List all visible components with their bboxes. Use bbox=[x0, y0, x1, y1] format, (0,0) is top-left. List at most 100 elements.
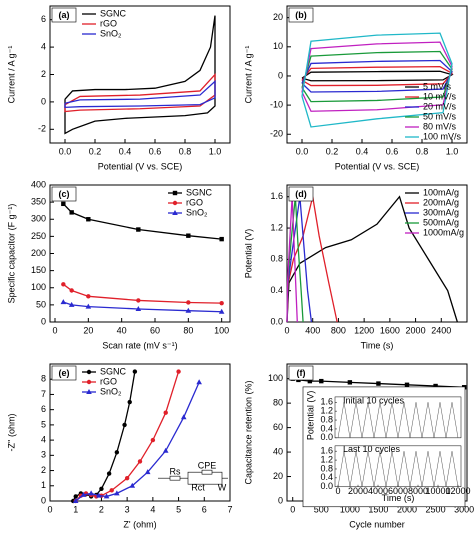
series-line bbox=[301, 65, 454, 87]
x-tick-label: 0 bbox=[290, 504, 295, 514]
inset-x-tick-label: 6000 bbox=[388, 486, 408, 496]
marker bbox=[61, 201, 66, 207]
inset-x-tick-label: 4000 bbox=[368, 486, 388, 496]
y-tick-label: 0.0 bbox=[270, 316, 283, 326]
y-tick-label: 0 bbox=[278, 70, 283, 80]
x-tick-label: 2000 bbox=[406, 325, 426, 335]
legend-label: 80 mV/s bbox=[423, 121, 457, 131]
panel-label: (f) bbox=[297, 368, 306, 378]
marker bbox=[114, 490, 120, 496]
marker bbox=[85, 303, 92, 309]
legend-label: rGO bbox=[100, 18, 117, 28]
x-tick-label: 2000 bbox=[397, 504, 417, 514]
y-tick-label: -2 bbox=[38, 124, 46, 134]
inset-y-label: Potential (V) bbox=[305, 391, 315, 441]
x-tick-label: 1000 bbox=[340, 504, 360, 514]
y-tick-label: 1 bbox=[41, 480, 46, 490]
y-tick-label: 60 bbox=[273, 422, 283, 432]
legend-label: 20 mV/s bbox=[423, 101, 457, 111]
marker bbox=[376, 381, 381, 386]
inset-x-tick-label: 0 bbox=[335, 486, 340, 496]
inset-y-tick-label: 0.8 bbox=[320, 414, 333, 424]
x-tick-label: 0.8 bbox=[179, 146, 192, 156]
x-tick-label: 2400 bbox=[431, 325, 451, 335]
x-tick-label: 0.2 bbox=[89, 146, 102, 156]
circuit-label: W bbox=[218, 483, 227, 493]
y-tick-label: 4 bbox=[41, 41, 46, 51]
y-tick-label: 3 bbox=[41, 450, 46, 460]
inset-y-tick-label: 1.6 bbox=[320, 397, 333, 407]
series-line bbox=[301, 70, 454, 82]
resistor bbox=[169, 475, 181, 481]
y-tick-label: 1.6 bbox=[270, 191, 283, 201]
x-tick-label: 6 bbox=[202, 504, 207, 514]
series-line bbox=[64, 79, 216, 109]
marker bbox=[69, 210, 74, 215]
x-tick-label: 4 bbox=[150, 504, 155, 514]
y-tick-label: 2 bbox=[41, 69, 46, 79]
marker bbox=[109, 488, 114, 493]
inset-x-tick-label: 10000 bbox=[425, 486, 450, 496]
inset-y-tick-label: 0.4 bbox=[320, 423, 333, 433]
marker bbox=[86, 389, 92, 394]
y-axis-label: -Z'' (ohm) bbox=[6, 414, 16, 452]
y-tick-label: 0.4 bbox=[270, 285, 283, 295]
marker bbox=[137, 459, 143, 464]
legend-label: rGO bbox=[186, 197, 203, 207]
marker bbox=[127, 399, 132, 405]
y-axis-label: Potential (V) bbox=[243, 229, 253, 279]
x-tick-label: 1500 bbox=[368, 504, 388, 514]
marker bbox=[172, 210, 178, 215]
marker bbox=[69, 288, 74, 293]
marker bbox=[106, 471, 112, 476]
marker bbox=[60, 299, 67, 305]
series-line bbox=[286, 195, 458, 323]
marker bbox=[86, 379, 92, 385]
y-tick-label: 0 bbox=[41, 495, 46, 505]
panel-label-box bbox=[51, 7, 77, 23]
marker bbox=[61, 282, 66, 287]
legend-label: 50 mV/s bbox=[423, 111, 457, 121]
marker bbox=[80, 491, 87, 497]
panel-label-box bbox=[288, 7, 314, 23]
marker bbox=[132, 369, 138, 374]
inset-x-tick-label: 12000 bbox=[445, 486, 470, 496]
marker bbox=[86, 369, 92, 375]
marker bbox=[319, 378, 324, 384]
x-tick-label: 0 bbox=[284, 325, 289, 335]
y-tick-label: 350 bbox=[31, 197, 46, 207]
x-tick-label: 800 bbox=[331, 325, 346, 335]
legend-label: SGNC bbox=[100, 366, 127, 376]
x-axis-label: Potential (V vs. SCE) bbox=[335, 161, 420, 171]
marker bbox=[186, 233, 191, 238]
y-axis-label: Capacitance retention (%) bbox=[243, 380, 253, 484]
panel-label: (a) bbox=[59, 10, 70, 20]
legend-label: rGO bbox=[100, 376, 117, 386]
marker bbox=[96, 492, 102, 498]
x-tick-label: 3000 bbox=[454, 504, 474, 514]
marker bbox=[86, 294, 91, 299]
legend-label: 500mA/g bbox=[423, 217, 459, 227]
y-tick-label: 7 bbox=[41, 389, 46, 399]
x-tick-label: 0.0 bbox=[296, 146, 309, 156]
y-tick-label: -20 bbox=[270, 129, 283, 139]
marker bbox=[172, 190, 178, 196]
inset-y-tick-label: 0.0 bbox=[320, 432, 333, 442]
inset-title: Initial 10 cycles bbox=[343, 395, 405, 405]
legend-label: 1000mA/g bbox=[423, 227, 464, 237]
panel-label-box bbox=[288, 186, 314, 202]
inset-x-tick-label: 2000 bbox=[348, 486, 368, 496]
marker bbox=[433, 383, 438, 389]
marker bbox=[186, 300, 191, 305]
x-tick-label: 60 bbox=[150, 325, 160, 335]
x-tick-label: 20 bbox=[83, 325, 93, 335]
y-tick-label: 0 bbox=[278, 495, 283, 505]
y-tick-label: -10 bbox=[270, 99, 283, 109]
x-tick-label: 400 bbox=[305, 325, 320, 335]
legend-label: 300mA/g bbox=[423, 207, 459, 217]
x-tick-label: 0.0 bbox=[59, 146, 72, 156]
marker bbox=[219, 300, 224, 306]
panel-label: (b) bbox=[295, 10, 307, 20]
x-tick-label: 0.6 bbox=[386, 146, 399, 156]
marker bbox=[307, 378, 313, 384]
